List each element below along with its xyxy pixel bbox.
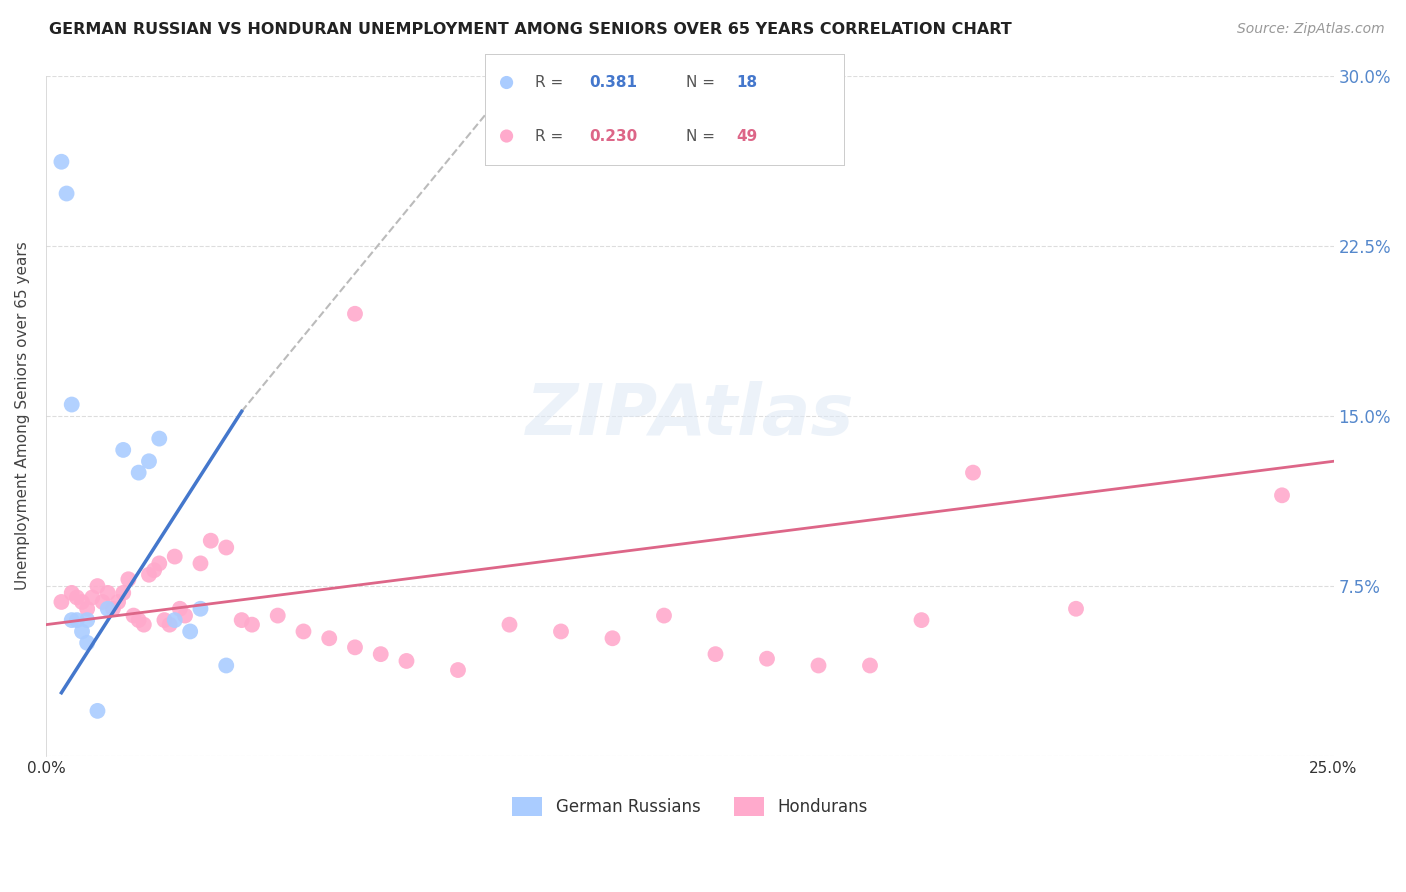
Point bbox=[148, 557, 170, 571]
Point bbox=[962, 466, 984, 480]
Point bbox=[66, 591, 89, 605]
Point bbox=[343, 640, 366, 655]
Point bbox=[267, 608, 290, 623]
Text: R =: R = bbox=[536, 128, 568, 144]
Point bbox=[128, 466, 150, 480]
Point bbox=[66, 613, 89, 627]
Text: 0.381: 0.381 bbox=[589, 75, 637, 90]
Point bbox=[97, 601, 120, 615]
Text: N =: N = bbox=[686, 128, 720, 144]
Text: 49: 49 bbox=[737, 128, 758, 144]
Point bbox=[143, 563, 166, 577]
Point bbox=[292, 624, 315, 639]
Point bbox=[318, 632, 340, 646]
Point bbox=[76, 613, 98, 627]
Point bbox=[190, 557, 212, 571]
Point bbox=[179, 624, 201, 639]
Point bbox=[174, 608, 197, 623]
Point bbox=[1271, 488, 1294, 502]
Point bbox=[447, 663, 470, 677]
Point bbox=[76, 601, 98, 615]
Point bbox=[495, 76, 517, 90]
Text: GERMAN RUSSIAN VS HONDURAN UNEMPLOYMENT AMONG SENIORS OVER 65 YEARS CORRELATION : GERMAN RUSSIAN VS HONDURAN UNEMPLOYMENT … bbox=[49, 22, 1012, 37]
Point bbox=[122, 608, 145, 623]
Point bbox=[652, 608, 675, 623]
Point bbox=[132, 617, 155, 632]
Point bbox=[55, 186, 77, 201]
Point bbox=[910, 613, 932, 627]
Point bbox=[159, 617, 181, 632]
Point bbox=[200, 533, 222, 548]
Point bbox=[60, 398, 83, 412]
Point bbox=[51, 595, 73, 609]
Point bbox=[60, 586, 83, 600]
Text: ZIPAtlas: ZIPAtlas bbox=[526, 382, 853, 450]
Point bbox=[70, 595, 93, 609]
Text: N =: N = bbox=[686, 75, 720, 90]
Point bbox=[190, 601, 212, 615]
Point bbox=[112, 442, 135, 457]
Point bbox=[138, 454, 160, 468]
Point bbox=[163, 549, 186, 564]
Point bbox=[70, 624, 93, 639]
Point bbox=[76, 636, 98, 650]
Point bbox=[550, 624, 572, 639]
Text: 0.230: 0.230 bbox=[589, 128, 637, 144]
Point bbox=[602, 632, 624, 646]
Point bbox=[101, 601, 124, 615]
Point bbox=[859, 658, 882, 673]
Point bbox=[91, 595, 114, 609]
Point bbox=[704, 647, 727, 661]
Point bbox=[60, 613, 83, 627]
Point bbox=[370, 647, 392, 661]
Point bbox=[1064, 601, 1087, 615]
Point bbox=[128, 613, 150, 627]
Point bbox=[231, 613, 253, 627]
Point bbox=[86, 579, 108, 593]
Point bbox=[240, 617, 263, 632]
Point bbox=[117, 572, 139, 586]
Text: Source: ZipAtlas.com: Source: ZipAtlas.com bbox=[1237, 22, 1385, 37]
Point bbox=[148, 432, 170, 446]
Point bbox=[112, 586, 135, 600]
Point bbox=[215, 658, 238, 673]
Point bbox=[807, 658, 830, 673]
Point bbox=[343, 307, 366, 321]
Legend: German Russians, Hondurans: German Russians, Hondurans bbox=[506, 791, 875, 822]
Point bbox=[138, 567, 160, 582]
Point bbox=[82, 591, 104, 605]
Point bbox=[97, 586, 120, 600]
Text: R =: R = bbox=[536, 75, 568, 90]
Point bbox=[169, 601, 191, 615]
Point bbox=[153, 613, 176, 627]
Point bbox=[86, 704, 108, 718]
Point bbox=[498, 617, 520, 632]
Point bbox=[495, 129, 517, 144]
Text: 18: 18 bbox=[737, 75, 758, 90]
Point bbox=[163, 613, 186, 627]
Point bbox=[107, 595, 129, 609]
Point bbox=[51, 154, 73, 169]
Point bbox=[756, 651, 779, 665]
Point bbox=[395, 654, 418, 668]
Y-axis label: Unemployment Among Seniors over 65 years: Unemployment Among Seniors over 65 years bbox=[15, 242, 30, 591]
Point bbox=[215, 541, 238, 555]
